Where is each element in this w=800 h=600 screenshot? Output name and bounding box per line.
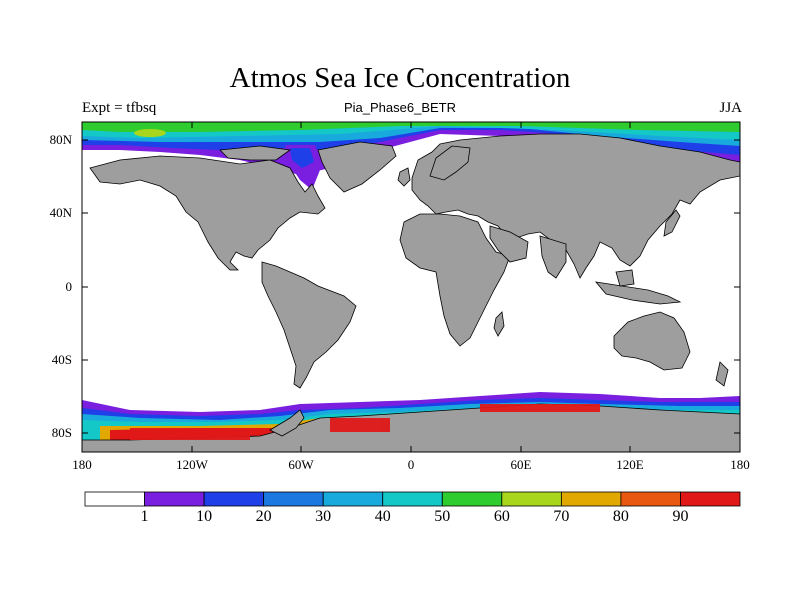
north-america — [89, 155, 326, 271]
colorbar-box — [144, 491, 205, 507]
lat-label-40n: 40N — [49, 205, 72, 220]
baffin-ice-core — [290, 148, 314, 168]
colorbar-box — [560, 491, 622, 507]
colorbar — [84, 491, 741, 507]
lon-label-120e: 120E — [616, 457, 644, 472]
indonesia — [595, 281, 682, 305]
lat-label-80s: 80S — [51, 425, 72, 440]
colorbar-box — [680, 491, 741, 507]
ross-ice-overlay — [130, 428, 250, 440]
lon-label-0: 0 — [407, 457, 415, 472]
lon-ticks — [191, 122, 631, 452]
arctic-ice-band-green — [82, 122, 740, 132]
lon-label-60w: 60W — [288, 457, 314, 472]
lat-label-40s: 40S — [51, 352, 72, 367]
colorbar-label: 1 — [140, 508, 149, 525]
experiment-label: Expt = tfbsq — [82, 100, 157, 116]
borneo — [615, 269, 635, 287]
lat-ticks — [82, 139, 740, 434]
colorbar-label: 70 — [553, 508, 570, 525]
colorbar-label: 50 — [434, 508, 451, 525]
colorbar-label: 60 — [493, 508, 510, 525]
weddell-ice-overlay — [330, 418, 390, 432]
chart-title: Atmos Sea Ice Concentration — [229, 62, 571, 94]
east-antarctic-ice-overlay — [480, 404, 600, 412]
lat-label-0: 0 — [65, 279, 73, 294]
lat-label-80n: 80N — [49, 132, 72, 147]
season-label: JJA — [719, 100, 742, 116]
colorbar-box — [322, 491, 384, 507]
lon-label-60e: 60E — [510, 457, 532, 472]
colorbar-box — [263, 491, 324, 507]
colorbar-label: 90 — [672, 508, 689, 525]
scandinavia — [429, 145, 471, 181]
lon-label-120w: 120W — [176, 457, 208, 472]
map-content — [82, 122, 740, 452]
india — [539, 235, 567, 279]
greenland — [317, 141, 397, 193]
antarctic-peninsula — [269, 409, 305, 437]
colorbar-box — [441, 491, 503, 507]
british-isles — [397, 167, 411, 187]
arctic-ice-patch-yellow — [134, 129, 166, 137]
colorbar-box — [501, 491, 562, 507]
japan — [663, 209, 681, 237]
australia — [613, 311, 691, 371]
arctic-islands — [219, 145, 292, 161]
colorbar-label: 30 — [315, 508, 332, 525]
chart-subtitle: Pia_Phase6_BETR — [343, 100, 456, 115]
colorbar-label: 80 — [612, 508, 629, 525]
colorbar-box — [84, 491, 145, 507]
colorbar-label: 10 — [196, 508, 213, 525]
new-zealand — [715, 361, 729, 387]
antarctic-ice-shelf-overlay — [130, 404, 600, 440]
africa — [399, 213, 511, 347]
arabian-peninsula — [489, 225, 529, 263]
south-america — [261, 261, 357, 389]
colorbar-box — [203, 491, 265, 507]
lon-label-180w: 180 — [72, 457, 92, 472]
land — [82, 133, 740, 452]
eurasia — [411, 133, 740, 279]
lon-label-180e: 180 — [730, 457, 750, 472]
colorbar-box — [620, 491, 681, 507]
colorbar-label: 20 — [255, 508, 272, 525]
colorbar-box — [382, 491, 443, 507]
madagascar — [493, 311, 505, 337]
colorbar-label: 40 — [374, 508, 391, 525]
